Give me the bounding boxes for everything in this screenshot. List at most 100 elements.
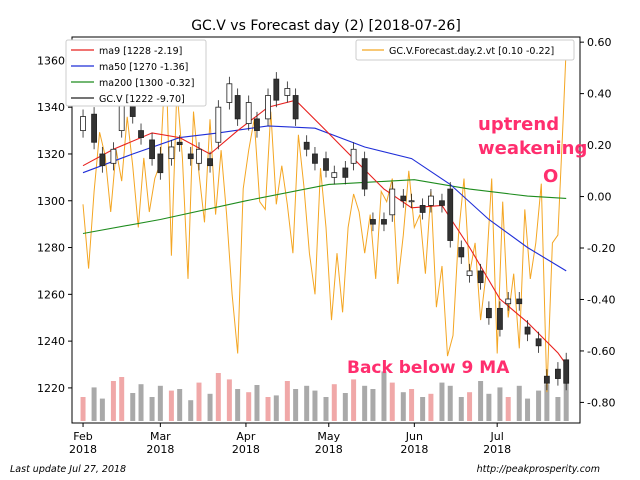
candle-body <box>149 139 155 160</box>
volume-bar <box>265 397 271 421</box>
candle-body <box>91 113 97 143</box>
ma50-line <box>82 125 567 272</box>
candle-body <box>497 307 503 330</box>
x-tick-year: 2018 <box>232 443 260 456</box>
volume-bar <box>362 385 368 421</box>
candle-body <box>361 158 368 190</box>
x-tick-month: Mar <box>150 430 171 443</box>
volume-bar <box>467 392 473 421</box>
ma200-line <box>82 179 567 235</box>
volume-bar <box>273 395 279 421</box>
volume-bar <box>563 381 569 421</box>
volume-bar <box>149 397 155 421</box>
y-right-tick-label: 0.40 <box>587 88 612 101</box>
candle-body <box>370 219 376 225</box>
candle-body <box>342 167 349 178</box>
y-left-tick-label: 1260 <box>37 288 65 301</box>
volume-bar <box>138 384 144 421</box>
volume-bar <box>196 382 202 421</box>
candle-body <box>428 195 434 206</box>
candle-body <box>303 141 310 150</box>
candle-body <box>176 141 183 146</box>
candle-body <box>273 78 280 101</box>
x-tick-year: 2018 <box>146 443 174 456</box>
volume-bar <box>130 393 136 421</box>
volume-bar <box>409 389 415 421</box>
x-tick-year: 2018 <box>69 443 97 456</box>
candle-body <box>110 148 117 164</box>
candle-body <box>331 172 338 178</box>
volume-bar <box>157 385 163 421</box>
candle-body <box>99 153 106 167</box>
x-tick-year: 2018 <box>483 443 511 456</box>
candle-body <box>254 118 260 131</box>
y-right-tick-label: -0.40 <box>587 293 615 306</box>
y-right-tick-label: -0.20 <box>587 242 615 255</box>
ma9-line <box>82 99 567 365</box>
volume-bars <box>80 371 569 421</box>
candle-body <box>207 158 213 167</box>
y-right-tick-label: 0.20 <box>587 139 612 152</box>
legend-label-ma50: ma50 [1270 -1.36] <box>99 62 188 73</box>
candle-body <box>292 95 299 120</box>
y-left-tick-label: 1280 <box>37 242 65 255</box>
candle-body <box>516 298 523 305</box>
y-left-tick-label: 1340 <box>37 101 65 114</box>
legend-label-forecast: GC.V.Forecast.day.2.vt [0.10 -0.22] <box>389 46 554 57</box>
candle-body <box>245 102 252 124</box>
candle-body <box>563 359 570 384</box>
x-tick-month: Jul <box>490 430 504 443</box>
legend-label-gcv: GC.V [1222 -9.70] <box>99 94 185 105</box>
volume-bar <box>400 392 406 421</box>
volume-bar <box>420 397 426 421</box>
annotation-weakening: weakening <box>478 138 587 159</box>
x-tick-year: 2018 <box>400 443 428 456</box>
candle-body <box>215 106 222 143</box>
candle-body <box>505 298 512 305</box>
candle-body <box>312 153 318 164</box>
volume-bar <box>80 397 86 421</box>
candle-body <box>226 83 233 103</box>
volume-bar <box>478 381 484 421</box>
volume-bar <box>516 385 522 421</box>
legend-right: GC.V.Forecast.day.2.vt [0.10 -0.22] <box>355 39 575 61</box>
candle-body <box>535 338 542 347</box>
candle-body <box>350 148 357 164</box>
volume-bar <box>246 392 252 421</box>
candle-body <box>419 205 426 213</box>
candle-body <box>234 95 241 120</box>
x-tick-month: Jun <box>405 430 423 443</box>
volume-bar <box>323 397 329 421</box>
volume-bar <box>215 373 221 421</box>
volume-bar <box>235 389 241 421</box>
candle-body <box>466 270 473 277</box>
x-tick-month: May <box>317 430 340 443</box>
volume-bar <box>119 377 125 421</box>
volume-bar <box>188 400 194 421</box>
volume-bar <box>525 398 531 421</box>
candle-body <box>389 188 396 216</box>
legend-label-ma9: ma9 [1228 -2.19] <box>99 46 182 57</box>
volume-bar <box>293 389 299 421</box>
volume-bar <box>99 398 105 421</box>
candle-body <box>524 326 531 335</box>
volume-bar <box>312 390 318 421</box>
volume-bar <box>544 384 550 421</box>
y-left-tick-label: 1300 <box>37 195 65 208</box>
y-left-tick-label: 1220 <box>37 382 65 395</box>
y-right-tick-label: -0.80 <box>587 396 615 409</box>
candle-body <box>196 148 202 164</box>
y-left-tick-label: 1360 <box>37 54 65 67</box>
volume-bar <box>351 379 357 421</box>
annotation-back-below: Back below 9 MA <box>347 358 510 378</box>
volume-bar <box>284 381 290 421</box>
volume-bar <box>226 379 232 421</box>
candle-body <box>187 153 194 160</box>
annotation-circle: O <box>543 166 558 187</box>
volume-bar <box>486 393 492 421</box>
candle-body <box>543 375 550 384</box>
volume-bar <box>505 397 511 421</box>
candle-body <box>381 219 387 225</box>
candle-body <box>168 146 175 160</box>
